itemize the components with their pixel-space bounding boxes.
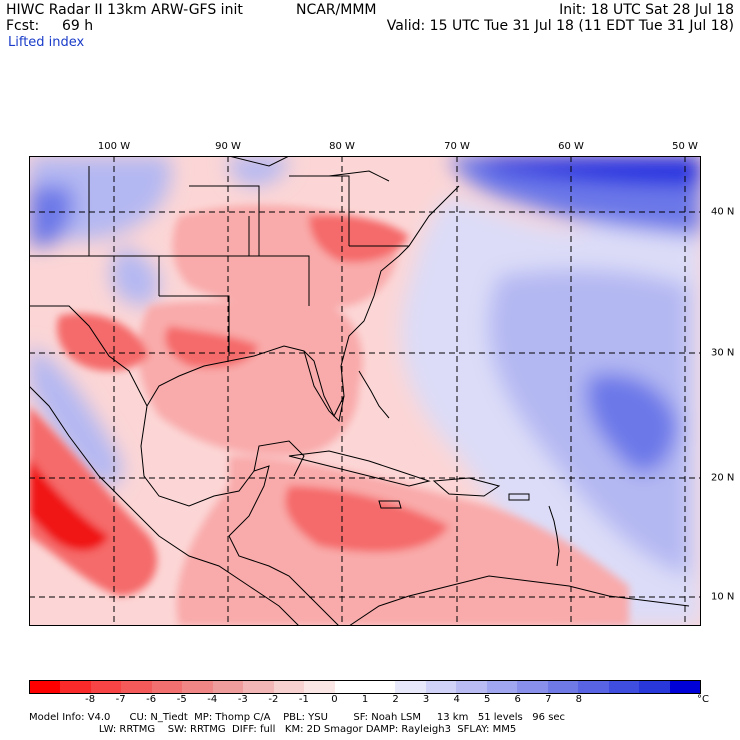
field-name: Lifted index [8, 35, 85, 50]
great-lakes-outline [228, 156, 390, 182]
colorbar-swatch [273, 681, 305, 693]
colorbar-tick-label: 3 [422, 694, 430, 705]
colorbar-tick-label: 8 [575, 694, 582, 705]
bahamas-outline [358, 370, 390, 419]
colorbar-tick-label: -3 [237, 694, 248, 705]
plains-blue [110, 246, 159, 306]
lon-label-100w: 100 W [97, 141, 131, 152]
colorbar-swatch [30, 681, 61, 693]
forecast-hour: 69 h [62, 18, 94, 34]
colorbar-tick-label: -5 [176, 694, 187, 705]
colorbar-swatch [243, 681, 274, 693]
init-time: Init: 18 UTC Sat 28 Jul 18 [559, 2, 734, 18]
mid-atlantic-red [309, 214, 409, 263]
org-label: NCAR/MMM [296, 2, 377, 18]
colorbar-swatch [669, 681, 700, 693]
coastline-layer [29, 156, 690, 626]
colorbar-swatch [608, 681, 640, 693]
atlantic-blue-core [586, 373, 679, 473]
colorbar-tick-label: -7 [115, 694, 126, 705]
lat-label-40n: 40 N [711, 206, 735, 218]
gulf-coast-red [165, 326, 259, 368]
map-border [29, 156, 701, 626]
lat-label-10n: 10 N [711, 591, 735, 603]
colorbar-swatch [121, 681, 152, 693]
colorbar-tick-label: -8 [85, 694, 96, 705]
colorbar-swatch [182, 681, 213, 693]
colorbar-tick-label: 0 [331, 694, 338, 705]
lifted-index-map [29, 156, 701, 626]
colorbar-swatch [212, 681, 244, 693]
model-info-line2: LW: RRTMG SW: RRTMG DIFF: full KM: 2D Sm… [29, 724, 517, 735]
model-info-line1: Model Info: V4.0 CU: N_Tiedt MP: Thomp C… [29, 712, 566, 723]
lon-label-50w: 50 W [672, 141, 698, 152]
lesser-antilles-outline [548, 505, 560, 567]
map-canvas [29, 156, 701, 626]
colorbar-tick-label: 6 [514, 694, 521, 705]
colorbar-ticks: -8 -7 -6 -5 -4 -3 -2 -1 0 1 2 3 4 5 6 7 8 [29, 694, 701, 710]
colorbar-swatch [547, 681, 579, 693]
colorbar [29, 680, 701, 694]
puerto-rico-outline [508, 493, 530, 501]
colorbar-swatch [517, 681, 548, 693]
colorbar-tick-label: -1 [298, 694, 309, 705]
mexico-coastline [140, 405, 340, 626]
valid-time: Valid: 15 UTC Tue 31 Jul 18 (11 EDT Tue … [386, 18, 734, 34]
mexico-plateau-blue [29, 346, 122, 487]
pacific-deep-red [29, 456, 109, 551]
north-atlantic-deep [469, 156, 701, 186]
pacific-mexico-red [29, 406, 158, 596]
model-title: HIWC Radar II 13km ARW-GFS init [6, 2, 243, 18]
atlantic-light-blue [488, 269, 689, 576]
texas-red [57, 313, 149, 371]
colorbar-unit: °C [697, 694, 709, 705]
colorbar-tick-label: 1 [361, 694, 369, 705]
colorbar-swatch [395, 681, 426, 693]
colorbar-swatch [151, 681, 183, 693]
colorbar-tick-label: 7 [545, 694, 552, 705]
colorbar-swatch [364, 681, 396, 693]
colorbar-swatch [486, 681, 518, 693]
lon-label-90w: 90 W [215, 141, 241, 152]
colorbar-tick-label: 5 [483, 694, 491, 705]
florida-outline [303, 350, 345, 423]
lat-label-30n: 30 N [711, 347, 735, 359]
lon-label-60w: 60 W [558, 141, 584, 152]
pacific-coastline [29, 385, 300, 626]
colorbar-swatch [90, 681, 122, 693]
colorbar-tick-label: -2 [268, 694, 279, 705]
colorbar-tick-label: 4 [453, 694, 460, 705]
graticule [29, 156, 701, 626]
colorbar-swatch [334, 681, 365, 693]
jamaica-outline [378, 500, 402, 509]
northwest-blue-core [29, 186, 73, 246]
us-mexico-border [29, 305, 148, 407]
colorbar-tick-label: -6 [146, 694, 157, 705]
yucatan-outline [253, 440, 305, 477]
colorbar-swatch [304, 681, 335, 693]
colorbar-swatch [639, 681, 670, 693]
lon-label-70w: 70 W [444, 141, 470, 152]
colorbar-tick-label: 2 [392, 694, 399, 705]
lat-label-20n: 20 N [711, 472, 735, 484]
lon-label-80w: 80 W [329, 141, 355, 152]
colorbar-swatch [456, 681, 487, 693]
state-borders [29, 166, 409, 356]
colorbar-swatch [425, 681, 457, 693]
colorbar-swatch [60, 681, 91, 693]
caribbean-core-red [285, 486, 449, 552]
south-america-coastline [348, 575, 690, 626]
colorbar-swatch [578, 681, 609, 693]
forecast-label: Fcst: [6, 18, 40, 34]
colorbar-tick-label: -4 [207, 694, 218, 705]
